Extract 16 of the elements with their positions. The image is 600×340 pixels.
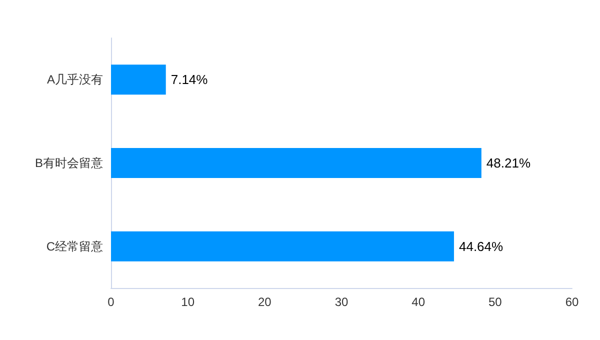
- y-tick-label: A几乎没有: [46, 72, 103, 87]
- data-label: 7.14%: [170, 72, 208, 88]
- x-tick-label: 60: [565, 295, 579, 309]
- y-tick-label: C经常留意: [46, 239, 103, 254]
- data-label: 48.21%: [486, 156, 531, 170]
- x-tick-label: 10: [181, 295, 195, 309]
- x-tick-label: 20: [258, 295, 272, 309]
- bar: [111, 148, 482, 178]
- x-tick-label: 30: [334, 295, 348, 309]
- x-tick-label: 40: [412, 295, 426, 309]
- bar: [111, 64, 166, 95]
- bar: [111, 231, 454, 262]
- y-tick-label: B有时会留意: [34, 156, 103, 170]
- data-label: 44.64%: [458, 238, 504, 254]
- x-tick-label: 0: [108, 295, 115, 309]
- x-tick-label: 50: [488, 295, 502, 309]
